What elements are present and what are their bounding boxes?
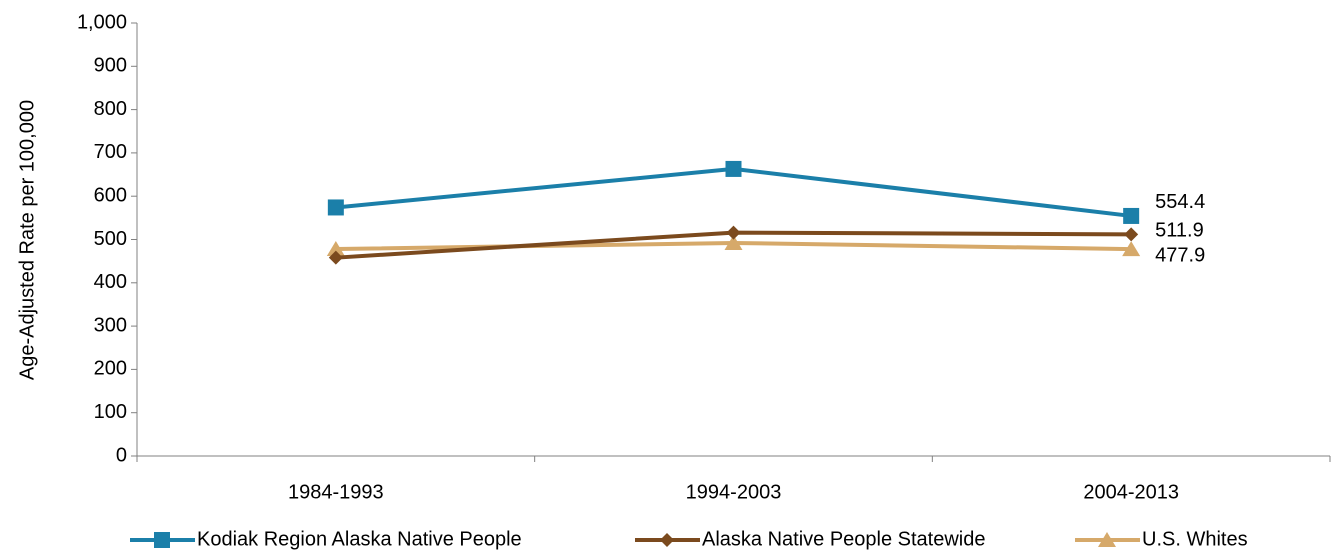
y-axis-label: Age-Adjusted Rate per 100,000 [16, 100, 38, 380]
y-tick-label: 100 [94, 401, 127, 423]
legend-label: U.S. Whites [1142, 528, 1248, 550]
y-tick-label: 700 [94, 141, 127, 163]
x-tick-label: 1994-2003 [686, 481, 782, 503]
data-label: 554.4 [1155, 191, 1205, 213]
point [726, 225, 741, 240]
point [328, 250, 343, 265]
point [725, 160, 742, 177]
y-tick-label: 900 [94, 55, 127, 77]
point [724, 234, 743, 250]
y-tick-label: 300 [94, 314, 127, 336]
legend-marker [1098, 532, 1116, 547]
point [1123, 207, 1140, 224]
y-tick-label: 0 [116, 444, 127, 466]
x-tick-label: 1984-1993 [288, 481, 384, 503]
x-tick-label: 2004-2013 [1083, 481, 1179, 503]
legend-label: Alaska Native People Statewide [702, 528, 986, 550]
point [326, 241, 345, 257]
legend-label: Kodiak Region Alaska Native People [197, 528, 522, 550]
data-label: 511.9 [1155, 220, 1204, 242]
y-tick-label: 200 [94, 358, 127, 380]
y-tick-label: 500 [94, 228, 127, 250]
data-label: 477.9 [1155, 244, 1205, 266]
legend-marker [154, 532, 170, 548]
y-tick-label: 600 [94, 184, 127, 206]
y-tick-label: 400 [94, 271, 127, 293]
y-tick-label: 800 [94, 98, 127, 120]
y-tick-label: 1,000 [77, 11, 127, 33]
point [1122, 241, 1141, 257]
point [1124, 227, 1139, 242]
legend-marker [660, 533, 674, 547]
point [327, 199, 344, 216]
